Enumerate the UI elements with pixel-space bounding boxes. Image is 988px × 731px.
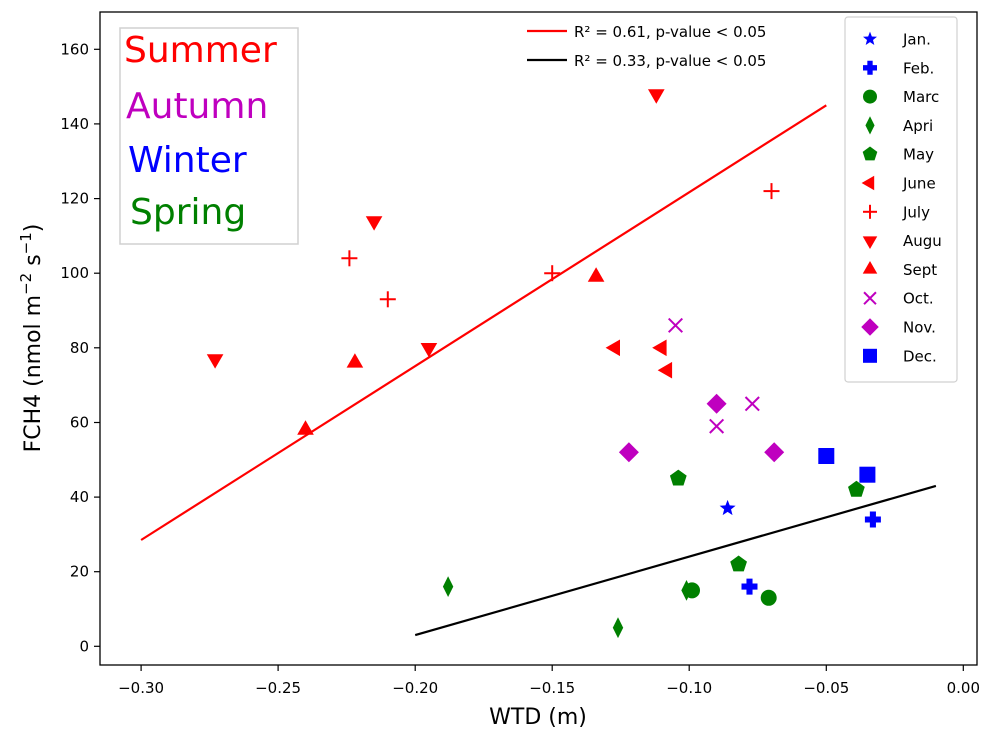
y-axis-title-sup2: −1 [17, 232, 35, 254]
legend-label-apri: Apri [903, 117, 933, 135]
point-nov-1 [618, 442, 639, 463]
x-axis-title: WTD (m) [489, 705, 587, 730]
point-may-2 [730, 555, 747, 572]
point-sept-1 [297, 420, 314, 435]
point-marc-2 [760, 589, 777, 606]
data-points [206, 89, 881, 639]
legend-label-june: June [902, 175, 936, 193]
point-june-2 [652, 339, 667, 357]
point-may-1 [669, 469, 687, 486]
x-tick-label: −0.20 [392, 679, 438, 697]
y-tick-label: 20 [70, 563, 89, 581]
point-apri-3 [681, 580, 692, 601]
y-axis-title: FCH4 (nmol m−2 s−1) [17, 224, 46, 453]
point-apri-1 [442, 576, 454, 597]
point-july-1 [341, 250, 358, 267]
legend-marker-may [862, 146, 878, 161]
month-legend: Jan. Feb. Marc Apri May June July Augu Sept Oct. N… [844, 16, 958, 383]
point-oct-3 [744, 396, 760, 412]
point-june-1 [605, 339, 620, 357]
point-july-3 [544, 265, 561, 282]
point-june-3 [657, 361, 673, 379]
point-augu-4 [647, 89, 665, 104]
y-tick-label: 100 [60, 264, 89, 282]
x-tick-label: −0.15 [529, 679, 575, 697]
legend-label-nov: Nov. [903, 319, 936, 337]
fit-legend-label-black: R² = 0.33, p-value < 0.05 [574, 52, 766, 70]
legend-label-sept: Sept [903, 261, 937, 279]
point-augu-1 [206, 354, 224, 369]
x-tick-label: −0.05 [803, 679, 849, 697]
legend-marker-feb [863, 60, 877, 75]
y-tick-label: 60 [70, 414, 89, 432]
point-nov-3 [764, 442, 785, 463]
legend-marker-augu [862, 236, 878, 249]
legend-label-oct: Oct. [903, 290, 934, 308]
y-tick-label: 40 [70, 488, 89, 506]
fit-line-red [140, 104, 827, 541]
season-label-spring: Spring [130, 192, 246, 233]
legend-marker-jan [863, 31, 877, 45]
x-axis-ticks: −0.30 −0.25 −0.20 −0.15 −0.10 −0.05 0.00 [118, 665, 980, 697]
point-may-3 [848, 480, 865, 497]
legend-label-dec: Dec. [903, 347, 937, 365]
legend-marker-july [863, 204, 877, 219]
point-dec-1 [818, 448, 835, 464]
season-label-summer: Summer [124, 30, 277, 71]
y-tick-label: 80 [70, 339, 89, 357]
point-oct-2 [709, 418, 725, 434]
legend-marker-nov [861, 318, 879, 336]
y-tick-label: 140 [60, 115, 89, 133]
legend-marker-marc [863, 89, 877, 104]
y-tick-label: 120 [60, 190, 89, 208]
x-tick-label: −0.25 [255, 679, 301, 697]
fit-line-black [414, 484, 937, 637]
x-tick-label: 0.00 [947, 679, 980, 697]
plot-frame [99, 11, 978, 666]
legend-marker-june [861, 175, 875, 191]
season-legend: Summer Autumn Winter Spring [119, 27, 299, 245]
legend-label-feb: Feb. [903, 59, 934, 77]
month-legend-frame [844, 16, 958, 383]
point-apri-2 [612, 617, 624, 639]
point-jan-1 [719, 499, 736, 516]
point-augu-2 [365, 216, 383, 231]
fit-lines [140, 104, 937, 637]
y-tick-label: 0 [79, 637, 89, 655]
y-axis-title-main: FCH4 (nmol m [21, 295, 46, 453]
fit-legend-label-red: R² = 0.61, p-value < 0.05 [574, 23, 766, 41]
y-axis-title-sup1: −2 [17, 273, 35, 295]
legend-label-may: May [903, 146, 934, 164]
season-legend-frame [119, 27, 299, 245]
x-tick-label: −0.30 [118, 679, 164, 697]
point-oct-1 [667, 317, 684, 333]
y-axis-title-end: ) [21, 224, 46, 233]
legend-marker-dec [863, 348, 877, 363]
y-axis-ticks: 0 20 40 60 80 100 120 140 160 [60, 40, 100, 655]
season-label-autumn: Autumn [126, 86, 268, 127]
legend-marker-oct [863, 291, 877, 305]
legend-label-july: July [902, 203, 930, 221]
fit-legend: R² = 0.61, p-value < 0.05 R² = 0.33, p-v… [527, 23, 766, 70]
point-sept-2 [346, 353, 364, 368]
legend-label-marc: Marc [903, 88, 939, 106]
point-sept-3 [587, 267, 605, 282]
legend-label-augu: Augu [903, 232, 942, 250]
season-label-winter: Winter [128, 140, 247, 181]
y-tick-label: 160 [60, 40, 89, 58]
point-feb-2 [864, 511, 881, 528]
x-tick-label: −0.10 [666, 679, 712, 697]
point-feb-1 [741, 578, 758, 595]
point-july-4 [763, 183, 780, 200]
point-nov-2 [706, 393, 727, 414]
point-july-2 [379, 291, 396, 308]
legend-label-jan: Jan. [902, 31, 931, 49]
legend-marker-sept [862, 261, 878, 274]
point-dec-2 [859, 466, 876, 483]
y-axis-title-mid: s [21, 254, 46, 272]
point-augu-3 [420, 343, 438, 358]
